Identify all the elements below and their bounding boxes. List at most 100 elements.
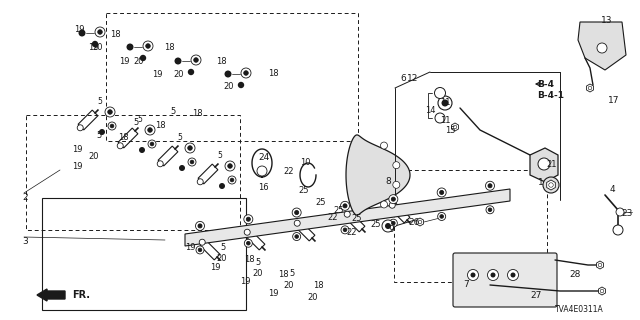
- Text: 3: 3: [22, 237, 28, 246]
- Circle shape: [225, 70, 232, 77]
- Circle shape: [197, 179, 204, 185]
- Circle shape: [392, 221, 395, 225]
- Circle shape: [597, 43, 607, 53]
- Circle shape: [108, 110, 112, 114]
- Text: 19: 19: [152, 70, 163, 79]
- Text: 5: 5: [97, 98, 102, 107]
- Text: 20: 20: [92, 43, 102, 52]
- Circle shape: [190, 160, 194, 164]
- Text: 6: 6: [400, 74, 406, 83]
- Circle shape: [295, 235, 298, 238]
- Text: 4: 4: [610, 185, 616, 194]
- Polygon shape: [596, 261, 604, 269]
- Text: 18: 18: [268, 69, 278, 78]
- Circle shape: [393, 162, 400, 169]
- Text: 26: 26: [408, 218, 419, 227]
- Text: 5: 5: [255, 258, 260, 267]
- Circle shape: [143, 41, 153, 51]
- Circle shape: [219, 183, 225, 189]
- Circle shape: [438, 96, 452, 110]
- Circle shape: [225, 161, 235, 171]
- Circle shape: [185, 143, 195, 153]
- Text: 25: 25: [333, 206, 344, 215]
- Text: B-4-1: B-4-1: [537, 91, 564, 100]
- Text: 19: 19: [119, 57, 129, 66]
- Polygon shape: [586, 84, 593, 92]
- Bar: [198, 164, 218, 184]
- Circle shape: [389, 195, 398, 204]
- Text: 5: 5: [220, 243, 225, 252]
- Circle shape: [488, 269, 499, 281]
- Text: B-4: B-4: [537, 80, 554, 89]
- FancyArrow shape: [37, 289, 65, 301]
- Text: 17: 17: [608, 96, 620, 105]
- Text: 18: 18: [192, 109, 203, 118]
- Text: 11: 11: [440, 116, 451, 125]
- Circle shape: [246, 241, 250, 245]
- Circle shape: [188, 69, 194, 75]
- Circle shape: [442, 100, 449, 107]
- Polygon shape: [346, 135, 410, 215]
- Circle shape: [148, 140, 156, 148]
- Text: 5: 5: [133, 118, 138, 127]
- Circle shape: [246, 217, 250, 221]
- FancyBboxPatch shape: [453, 253, 557, 307]
- Circle shape: [157, 161, 163, 167]
- Circle shape: [194, 58, 198, 62]
- Text: 18: 18: [164, 43, 175, 52]
- Circle shape: [140, 55, 146, 61]
- Text: 22: 22: [283, 167, 294, 176]
- Circle shape: [110, 124, 114, 128]
- Circle shape: [241, 68, 251, 78]
- Circle shape: [613, 225, 623, 235]
- Text: 5: 5: [218, 151, 223, 161]
- Text: 22: 22: [327, 213, 337, 222]
- Text: TVA4E0311A: TVA4E0311A: [555, 305, 604, 314]
- Circle shape: [238, 82, 244, 88]
- Circle shape: [389, 202, 396, 208]
- Text: 5: 5: [177, 133, 182, 142]
- Text: 19: 19: [88, 43, 99, 52]
- Text: 1: 1: [538, 178, 544, 187]
- Circle shape: [437, 188, 446, 197]
- Circle shape: [440, 215, 444, 218]
- Text: 25: 25: [298, 186, 308, 195]
- Text: 25: 25: [351, 214, 362, 223]
- Circle shape: [343, 228, 347, 232]
- Circle shape: [488, 184, 492, 188]
- Bar: [345, 212, 365, 232]
- Text: 20: 20: [133, 57, 143, 66]
- Circle shape: [381, 142, 387, 149]
- Circle shape: [292, 233, 301, 241]
- Bar: [158, 146, 178, 166]
- Text: 22: 22: [346, 228, 356, 237]
- Text: 18: 18: [155, 121, 166, 130]
- Circle shape: [294, 220, 300, 226]
- Circle shape: [244, 215, 253, 224]
- Bar: [200, 240, 220, 260]
- Text: 8: 8: [385, 177, 391, 186]
- Circle shape: [244, 239, 252, 247]
- Circle shape: [198, 224, 202, 228]
- Circle shape: [470, 273, 476, 277]
- Text: 28: 28: [569, 270, 580, 279]
- Circle shape: [341, 226, 349, 234]
- Text: 19: 19: [210, 263, 221, 272]
- Bar: [26, 115, 240, 230]
- Polygon shape: [598, 287, 605, 295]
- Circle shape: [257, 166, 267, 176]
- Circle shape: [145, 125, 155, 135]
- Circle shape: [486, 206, 494, 214]
- Circle shape: [292, 208, 301, 217]
- Text: FR.: FR.: [72, 290, 90, 300]
- Text: 20: 20: [283, 281, 294, 290]
- Text: 16: 16: [258, 183, 269, 192]
- Circle shape: [543, 177, 559, 193]
- Text: 20: 20: [88, 152, 99, 161]
- Circle shape: [389, 219, 397, 227]
- Circle shape: [440, 190, 444, 195]
- Circle shape: [344, 211, 350, 217]
- Circle shape: [127, 44, 134, 51]
- Text: 21: 21: [546, 160, 557, 169]
- Circle shape: [490, 273, 495, 277]
